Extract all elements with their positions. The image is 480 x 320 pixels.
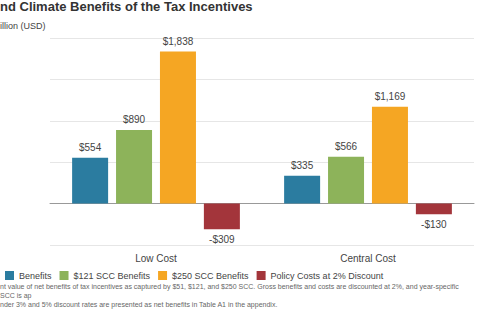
svg-text:Low Cost: Low Cost xyxy=(135,253,177,264)
svg-text:SCC is ap: SCC is ap xyxy=(0,292,32,300)
svg-text:$1,838: $1,838 xyxy=(163,36,194,47)
svg-text:$554: $554 xyxy=(79,142,102,153)
svg-text:$566: $566 xyxy=(335,141,358,152)
svg-text:-$130: -$130 xyxy=(421,219,447,230)
svg-text:Policy Costs at 2% Discount: Policy Costs at 2% Discount xyxy=(271,271,384,281)
svg-text:nd Climate Benefits of the Tax: nd Climate Benefits of the Tax Incentive… xyxy=(0,0,253,14)
svg-text:illion (USD): illion (USD) xyxy=(0,21,46,31)
svg-text:Benefits: Benefits xyxy=(19,271,52,281)
svg-text:nt value of net benefits of ta: nt value of net benefits of tax incentiv… xyxy=(0,283,461,291)
svg-text:$121 SCC Benefits: $121 SCC Benefits xyxy=(74,271,151,281)
svg-text:$335: $335 xyxy=(291,160,314,171)
svg-text:Central Cost: Central Cost xyxy=(340,253,396,264)
svg-text:nder 3% and 5% discount rates: nder 3% and 5% discount rates are presen… xyxy=(0,301,277,309)
svg-text:-$309: -$309 xyxy=(209,234,235,245)
svg-text:$1,169: $1,169 xyxy=(375,91,406,102)
svg-text:$250 SCC Benefits: $250 SCC Benefits xyxy=(172,271,249,281)
svg-text:$890: $890 xyxy=(123,114,146,125)
